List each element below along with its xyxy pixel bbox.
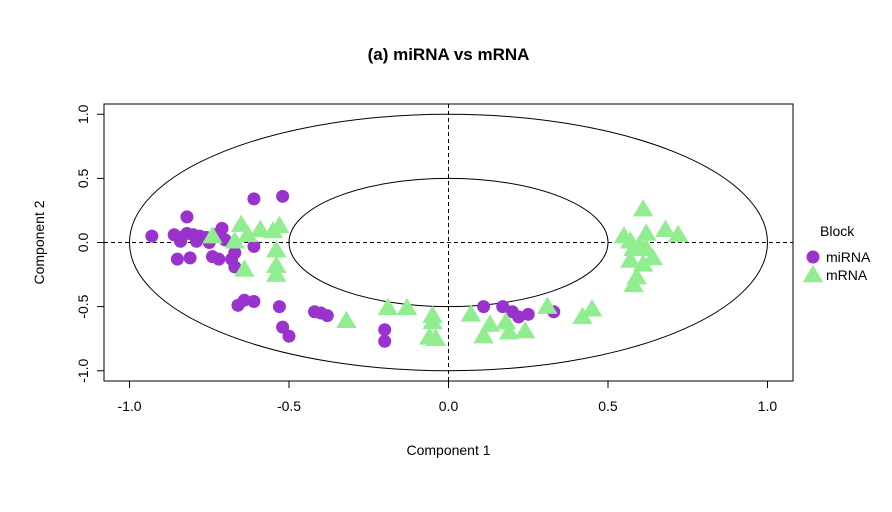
legend-marker-mrna (802, 264, 824, 283)
x-tick-label-2: 0.0 (439, 398, 459, 414)
point-mirna-10 (170, 252, 184, 266)
y-tick-label-4: 1.0 (75, 104, 91, 124)
x-axis: -1.0 -0.5 0.0 0.5 1.0 (117, 380, 778, 414)
point-mirna-23 (276, 189, 290, 203)
point-mrna-7 (234, 259, 255, 277)
point-mirna-28 (276, 320, 290, 334)
legend-title: Block (820, 223, 855, 239)
y-axis: -1.0 -0.5 0.0 0.5 1.0 (75, 104, 105, 383)
point-mirna-13 (212, 252, 226, 266)
y-tick-label-1: -0.5 (75, 294, 91, 318)
y-tick-label-3: 0.5 (75, 168, 91, 188)
point-mirna-35 (477, 300, 491, 314)
point-mirna-16 (190, 234, 204, 248)
point-mrna-17 (419, 327, 440, 345)
x-tick-label-3: 0.5 (598, 398, 618, 414)
point-mrna-10 (266, 264, 287, 282)
point-mrna-5 (269, 215, 290, 234)
point-mrna-22 (498, 322, 520, 340)
point-mirna-9 (180, 210, 194, 224)
point-mrna-39 (655, 219, 676, 237)
point-mirna-27 (272, 300, 286, 314)
point-mirna-8 (215, 221, 229, 235)
y-tick-label-2: 0.0 (75, 233, 91, 253)
point-mrna-9 (266, 255, 287, 273)
point-mrna-19 (473, 326, 494, 344)
point-mrna-18 (460, 304, 482, 322)
point-mrna-23 (514, 320, 536, 339)
point-mrna-26 (581, 299, 603, 317)
point-mrna-31 (636, 223, 657, 241)
point-mrna-0 (202, 226, 223, 244)
point-mirna-39 (521, 307, 535, 321)
x-tick-label-4: 1.0 (758, 398, 778, 414)
legend: Block miRNA mRNA (802, 223, 871, 283)
point-mirna-17 (174, 234, 188, 248)
point-mirna-25 (237, 293, 251, 307)
point-mirna-21 (247, 239, 261, 253)
point-mrna-33 (642, 247, 663, 266)
point-mrna-36 (623, 274, 644, 293)
point-mrna-2 (237, 224, 258, 243)
x-tick-label-0: -1.0 (117, 398, 141, 414)
point-mrna-8 (266, 240, 287, 258)
plot-area (103, 103, 794, 382)
point-mirna-29 (282, 329, 296, 343)
legend-label-mrna: mRNA (826, 267, 868, 283)
legend-label-mirna: miRNA (826, 249, 871, 265)
point-mirna-32 (320, 309, 334, 323)
point-mrna-20 (479, 314, 501, 332)
point-mirna-34 (378, 334, 392, 348)
point-mrna-38 (620, 250, 641, 268)
point-mrna-6 (224, 231, 245, 249)
point-mrna-24 (537, 296, 558, 314)
x-tick-label-1: -0.5 (277, 398, 301, 414)
point-mrna-21 (495, 311, 517, 330)
point-mrna-12 (377, 297, 399, 316)
data-points (145, 189, 689, 348)
point-mrna-40 (667, 224, 689, 243)
point-mrna-37 (632, 199, 654, 217)
point-mirna-11 (183, 251, 197, 265)
point-mirna-36 (496, 300, 510, 314)
point-mirna-26 (247, 294, 261, 308)
point-mirna-15 (228, 260, 242, 274)
point-mirna-20 (228, 246, 242, 260)
x-axis-label: Component 1 (406, 442, 490, 458)
point-mrna-13 (396, 297, 418, 316)
point-mirna-0 (145, 229, 159, 243)
y-tick-label-0: -1.0 (75, 358, 91, 382)
point-mirna-22 (247, 192, 261, 206)
chart-title: (a) miRNA vs mRNA (368, 45, 530, 64)
point-mrna-3 (250, 219, 271, 237)
point-mrna-11 (336, 310, 357, 328)
legend-marker-mirna (806, 250, 820, 264)
point-mirna-33 (378, 323, 392, 337)
y-axis-label: Component 2 (31, 200, 47, 284)
point-mrna-15 (422, 311, 443, 330)
